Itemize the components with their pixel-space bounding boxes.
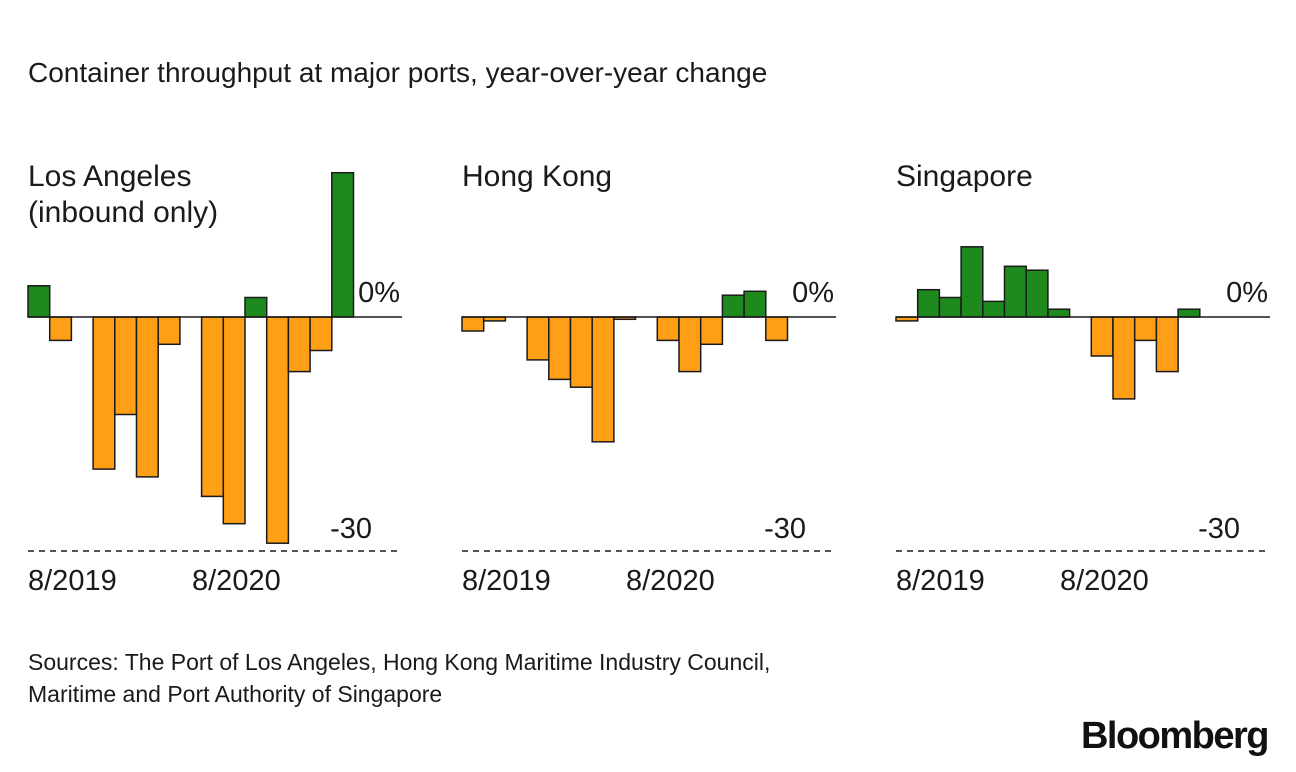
bar xyxy=(656,316,680,342)
bar xyxy=(1155,316,1179,373)
bar xyxy=(222,316,246,525)
bar xyxy=(1112,316,1136,400)
bar xyxy=(331,171,355,318)
x-tick-label: 8/2020 xyxy=(626,565,715,597)
bar xyxy=(982,300,1006,318)
bar xyxy=(157,316,181,346)
bar xyxy=(287,316,311,373)
bar xyxy=(244,296,268,318)
panel-0: Los Angeles(inbound only) 0% -30 8/2019 8/20… xyxy=(27,160,402,597)
bar xyxy=(1025,269,1049,318)
bar xyxy=(461,316,485,332)
bar xyxy=(938,296,962,318)
x-tick-label: 8/2020 xyxy=(192,565,281,597)
panels: Los Angeles(inbound only) 0% -30 8/2019 8/20… xyxy=(27,160,1270,597)
source-line-2: Maritime and Port Authority of Singapore xyxy=(28,681,442,707)
panel-title-line-0: Los Angeles xyxy=(28,160,191,193)
x-tick-label: 8/2020 xyxy=(1060,565,1149,597)
bar xyxy=(548,316,572,381)
bar xyxy=(1090,316,1114,357)
bar xyxy=(526,316,550,361)
panel-title-line-0: Singapore xyxy=(896,160,1033,193)
bar xyxy=(569,316,593,388)
x-tick-label: 8/2019 xyxy=(28,565,117,597)
panel-2: Singapore 0% -30 8/2019 8/2020 xyxy=(895,160,1270,597)
bar xyxy=(200,316,225,498)
bar xyxy=(916,288,941,318)
y-tick-label: 0% xyxy=(358,277,400,309)
x-tick-label: 8/2019 xyxy=(462,565,551,597)
source-line-1: Sources: The Port of Los Angeles, Hong K… xyxy=(28,649,770,675)
y-tick-label: -30 xyxy=(330,513,372,545)
panel-title-line-1: (inbound only) xyxy=(28,196,218,229)
y-tick-label: -30 xyxy=(1198,513,1240,545)
bar xyxy=(1003,265,1027,318)
bar xyxy=(114,316,138,416)
bar xyxy=(765,316,789,342)
bar xyxy=(678,316,702,373)
bar xyxy=(1133,316,1158,342)
y-tick-label: 0% xyxy=(792,277,834,309)
chart-title: Container throughput at major ports, yea… xyxy=(28,57,767,88)
bar xyxy=(135,316,159,478)
panel-1: Hong Kong 0% -30 8/2019 8/2020 xyxy=(461,160,836,597)
y-tick-label: 0% xyxy=(1226,277,1268,309)
bar xyxy=(309,316,333,352)
bar xyxy=(1177,308,1201,318)
bar xyxy=(92,316,116,470)
bar xyxy=(960,246,984,318)
bar xyxy=(48,316,73,342)
x-tick-label: 8/2019 xyxy=(896,565,985,597)
y-tick-label: -30 xyxy=(764,513,806,545)
bar xyxy=(1047,308,1071,318)
bar xyxy=(721,294,745,318)
bar xyxy=(743,290,767,318)
panel-title-line-0: Hong Kong xyxy=(462,160,612,193)
bar xyxy=(265,316,290,544)
bar xyxy=(591,316,615,443)
bar xyxy=(699,316,724,346)
bloomberg-logo: Bloomberg xyxy=(1081,715,1268,757)
bar xyxy=(27,285,51,318)
